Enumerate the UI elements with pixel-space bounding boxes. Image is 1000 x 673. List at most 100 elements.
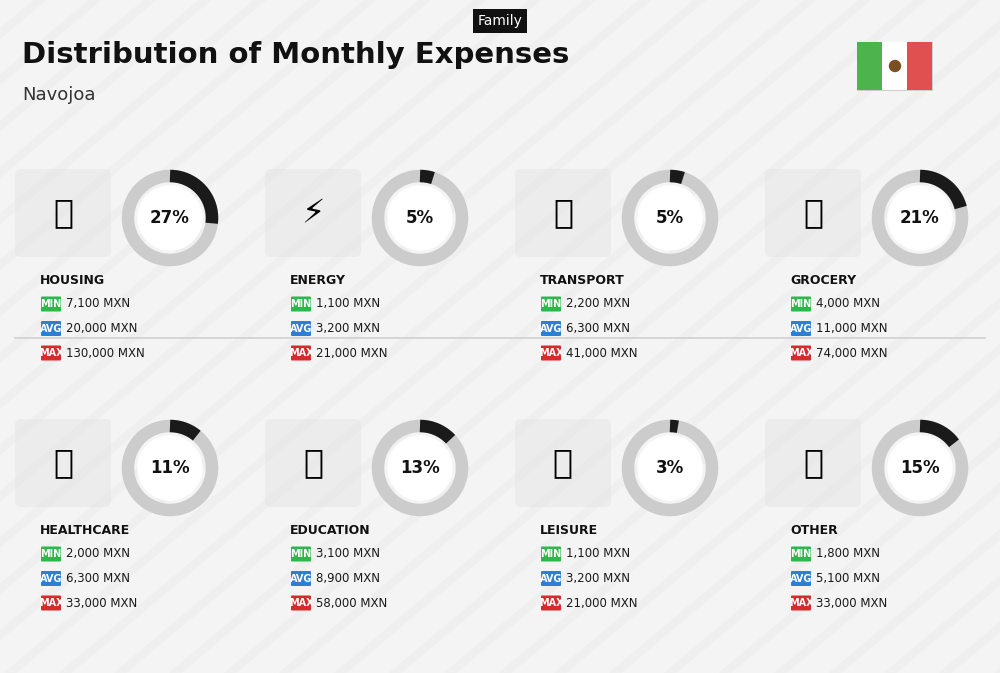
Text: AVG: AVG [40,324,62,334]
Text: 1,100 MXN: 1,100 MXN [316,297,380,310]
Text: 27%: 27% [150,209,190,227]
FancyBboxPatch shape [291,571,311,586]
Circle shape [888,186,952,250]
FancyBboxPatch shape [41,596,61,610]
Text: 5%: 5% [406,209,434,227]
Circle shape [638,436,702,500]
Text: 3,100 MXN: 3,100 MXN [316,548,380,561]
FancyBboxPatch shape [791,571,811,586]
FancyBboxPatch shape [15,419,111,507]
Text: AVG: AVG [290,573,312,583]
Text: ENERGY: ENERGY [290,274,346,287]
FancyBboxPatch shape [791,345,811,361]
Text: EDUCATION: EDUCATION [290,524,371,537]
Text: GROCERY: GROCERY [790,274,856,287]
FancyBboxPatch shape [515,419,611,507]
Bar [857,42,932,90]
Circle shape [890,61,900,71]
Text: 🛒: 🛒 [803,197,823,229]
FancyBboxPatch shape [41,546,61,561]
Circle shape [388,186,452,250]
Text: 5,100 MXN: 5,100 MXN [816,572,880,585]
Bar [857,42,882,90]
Text: 7,100 MXN: 7,100 MXN [66,297,130,310]
Text: 33,000 MXN: 33,000 MXN [816,596,887,610]
Text: MAX: MAX [289,598,313,608]
Text: 74,000 MXN: 74,000 MXN [816,347,888,359]
Text: AVG: AVG [290,324,312,334]
FancyBboxPatch shape [541,345,561,361]
Text: 🚌: 🚌 [553,197,573,229]
Text: 2,000 MXN: 2,000 MXN [66,548,130,561]
FancyBboxPatch shape [41,321,61,336]
Text: 21,000 MXN: 21,000 MXN [566,596,638,610]
Text: MAX: MAX [39,598,63,608]
Text: AVG: AVG [790,324,812,334]
Text: 3,200 MXN: 3,200 MXN [566,572,630,585]
Text: 4,000 MXN: 4,000 MXN [816,297,880,310]
Text: 58,000 MXN: 58,000 MXN [316,596,387,610]
FancyBboxPatch shape [765,419,861,507]
Text: 21%: 21% [900,209,940,227]
Text: 20,000 MXN: 20,000 MXN [66,322,137,335]
FancyBboxPatch shape [265,169,361,257]
Bar [907,42,932,90]
Text: Family: Family [478,14,522,28]
FancyBboxPatch shape [765,169,861,257]
FancyBboxPatch shape [791,297,811,312]
Text: AVG: AVG [540,573,562,583]
Text: MAX: MAX [789,348,813,358]
Text: 130,000 MXN: 130,000 MXN [66,347,145,359]
FancyBboxPatch shape [291,546,311,561]
FancyBboxPatch shape [515,169,611,257]
Text: MIN: MIN [790,299,812,309]
Text: 41,000 MXN: 41,000 MXN [566,347,638,359]
Text: ⚡: ⚡ [301,197,325,229]
Text: MIN: MIN [540,299,562,309]
Bar [882,42,907,90]
Text: MAX: MAX [539,348,563,358]
Text: 3,200 MXN: 3,200 MXN [316,322,380,335]
FancyBboxPatch shape [541,571,561,586]
Circle shape [388,436,452,500]
Text: MAX: MAX [289,348,313,358]
Text: 8,900 MXN: 8,900 MXN [316,572,380,585]
Text: 15%: 15% [900,459,940,477]
FancyBboxPatch shape [791,546,811,561]
Text: 33,000 MXN: 33,000 MXN [66,596,137,610]
Text: 1,800 MXN: 1,800 MXN [816,548,880,561]
FancyBboxPatch shape [15,169,111,257]
Text: LEISURE: LEISURE [540,524,598,537]
Text: MIN: MIN [790,549,812,559]
Text: MIN: MIN [40,549,62,559]
Text: 6,300 MXN: 6,300 MXN [66,572,130,585]
Text: 💰: 💰 [803,446,823,479]
Text: TRANSPORT: TRANSPORT [540,274,625,287]
Text: MIN: MIN [290,549,312,559]
Text: 🎓: 🎓 [303,446,323,479]
FancyBboxPatch shape [265,419,361,507]
Text: HOUSING: HOUSING [40,274,105,287]
Text: AVG: AVG [790,573,812,583]
Text: 11%: 11% [150,459,190,477]
Circle shape [888,436,952,500]
Text: 🏥: 🏥 [53,446,73,479]
FancyBboxPatch shape [41,297,61,312]
FancyBboxPatch shape [541,546,561,561]
Text: MAX: MAX [539,598,563,608]
Circle shape [138,186,202,250]
Text: HEALTHCARE: HEALTHCARE [40,524,130,537]
Text: MAX: MAX [39,348,63,358]
Text: 1,100 MXN: 1,100 MXN [566,548,630,561]
Text: 13%: 13% [400,459,440,477]
FancyBboxPatch shape [291,596,311,610]
Text: 2,200 MXN: 2,200 MXN [566,297,630,310]
Text: 11,000 MXN: 11,000 MXN [816,322,888,335]
Text: Distribution of Monthly Expenses: Distribution of Monthly Expenses [22,41,569,69]
FancyBboxPatch shape [41,571,61,586]
FancyBboxPatch shape [291,345,311,361]
Text: MIN: MIN [290,299,312,309]
FancyBboxPatch shape [541,596,561,610]
Text: 🏢: 🏢 [53,197,73,229]
Text: 6,300 MXN: 6,300 MXN [566,322,630,335]
